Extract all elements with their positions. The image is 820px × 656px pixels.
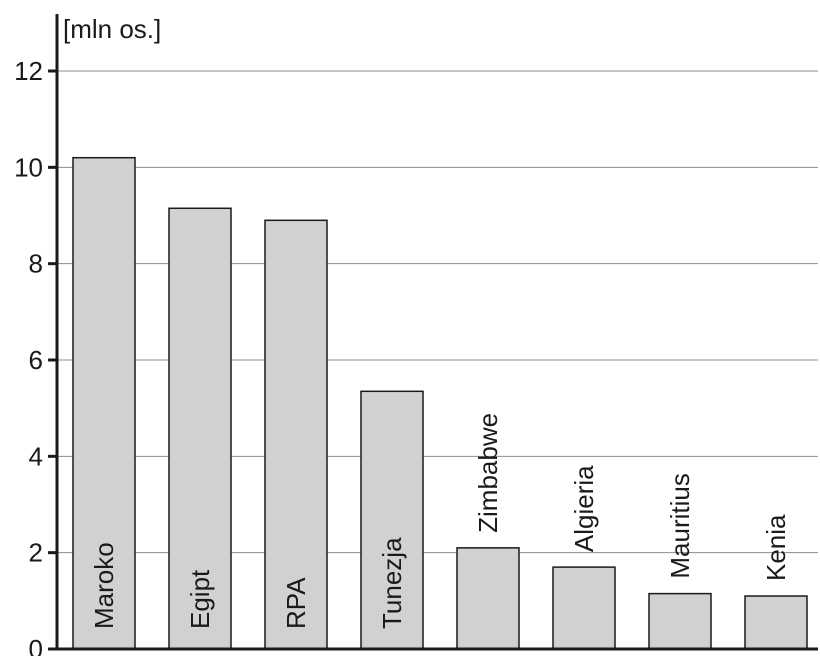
category-label: Tunezja xyxy=(377,537,407,629)
category-label: Algieria xyxy=(569,465,599,552)
category-label: Zimbabwe xyxy=(473,413,503,533)
y-axis-ticks: 0 2 4 6 8 10 12 xyxy=(14,56,57,656)
y-tick-label: 8 xyxy=(29,249,43,279)
category-label: Egipt xyxy=(185,569,215,629)
y-tick-label: 4 xyxy=(29,441,43,471)
y-tick-label: 0 xyxy=(29,634,43,656)
bar xyxy=(456,547,520,650)
y-tick-label: 6 xyxy=(29,345,43,375)
bars xyxy=(72,156,808,650)
category-label: Kenia xyxy=(761,514,791,581)
y-tick-label: 10 xyxy=(14,152,43,182)
bar xyxy=(648,592,712,650)
y-axis-unit-label: [mln os.] xyxy=(63,14,161,44)
bar xyxy=(360,390,424,650)
category-label: Mauritius xyxy=(665,473,695,578)
category-label: RPA xyxy=(281,577,311,629)
y-tick-label: 2 xyxy=(29,538,43,568)
y-tick-label: 12 xyxy=(14,56,43,86)
bar xyxy=(552,566,616,650)
bar xyxy=(168,207,232,650)
bar xyxy=(264,219,328,650)
bar xyxy=(744,595,808,650)
category-label: Maroko xyxy=(89,542,119,629)
category-labels: Maroko Egipt RPA Tunezja Zimbabwe Algieria Mau… xyxy=(89,413,791,629)
